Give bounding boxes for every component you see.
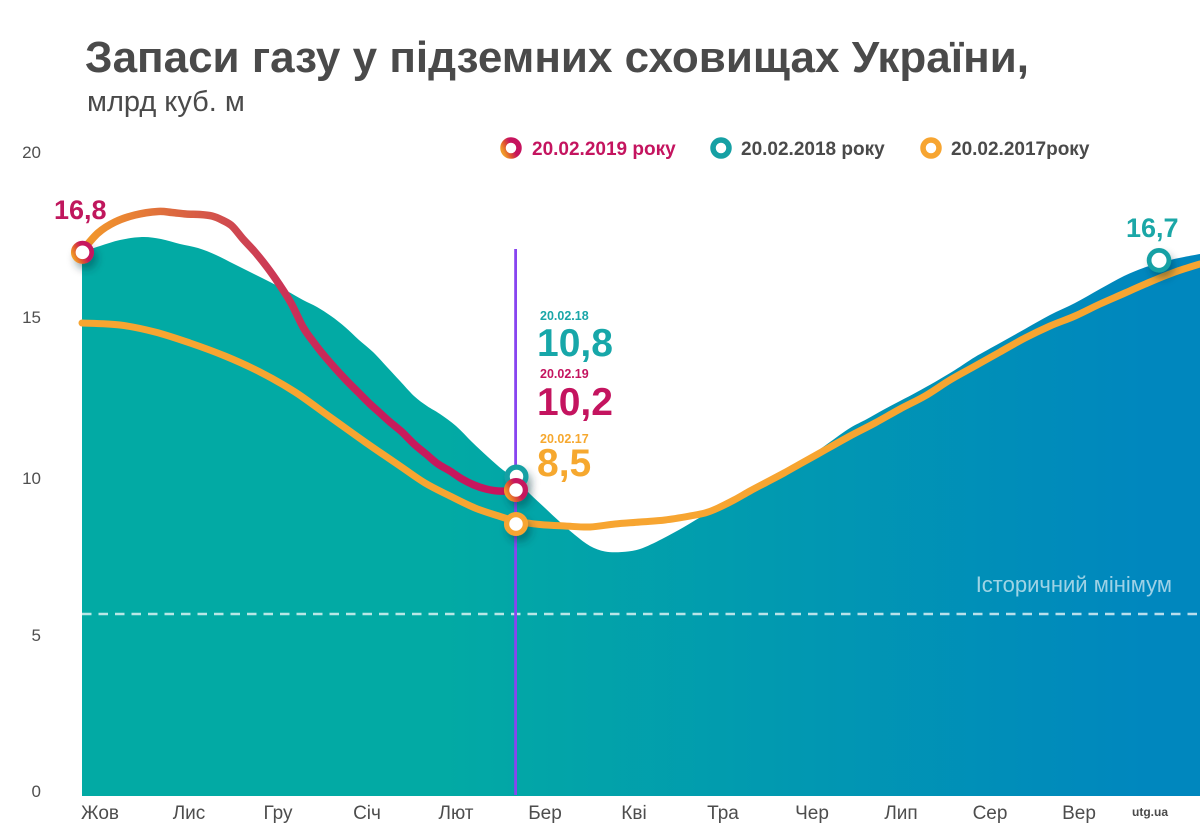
svg-text:Лип: Лип xyxy=(884,803,917,824)
svg-text:16,7: 16,7 xyxy=(1126,213,1179,243)
svg-text:20.02.2018 року: 20.02.2018 року xyxy=(741,139,885,160)
svg-text:Вер: Вер xyxy=(1062,803,1096,824)
svg-text:Тра: Тра xyxy=(707,803,739,824)
svg-text:Кві: Кві xyxy=(621,803,646,824)
svg-text:10,2: 10,2 xyxy=(537,381,613,424)
svg-text:5: 5 xyxy=(32,626,41,645)
svg-text:Лис: Лис xyxy=(173,803,206,824)
svg-text:utg.ua: utg.ua xyxy=(1132,805,1168,819)
svg-text:Лют: Лют xyxy=(438,803,473,824)
svg-text:10: 10 xyxy=(22,469,41,488)
svg-text:0: 0 xyxy=(32,782,41,801)
svg-text:20.02.2019 року: 20.02.2019 року xyxy=(532,139,676,160)
svg-text:8,5: 8,5 xyxy=(537,442,591,485)
svg-text:Історичний мінімум: Історичний мінімум xyxy=(976,572,1172,597)
svg-text:Запаси газу у підземних сховищ: Запаси газу у підземних сховищах України… xyxy=(85,33,1029,82)
svg-text:10,8: 10,8 xyxy=(537,322,613,365)
svg-text:Чер: Чер xyxy=(795,803,829,824)
svg-text:20.02.2017року: 20.02.2017року xyxy=(951,139,1090,160)
svg-text:млрд куб. м: млрд куб. м xyxy=(87,86,245,118)
svg-text:Жов: Жов xyxy=(81,803,119,824)
svg-text:20.02.19: 20.02.19 xyxy=(540,367,589,381)
svg-text:Січ: Січ xyxy=(353,803,381,824)
svg-text:16,8: 16,8 xyxy=(54,195,107,225)
svg-text:15: 15 xyxy=(22,308,41,327)
svg-text:Гру: Гру xyxy=(263,803,293,824)
svg-text:20.02.18: 20.02.18 xyxy=(540,309,589,323)
svg-text:Бер: Бер xyxy=(528,803,562,824)
svg-text:Сер: Сер xyxy=(973,803,1008,824)
svg-text:20: 20 xyxy=(22,143,41,162)
svg-text:20.02.17: 20.02.17 xyxy=(540,432,589,446)
